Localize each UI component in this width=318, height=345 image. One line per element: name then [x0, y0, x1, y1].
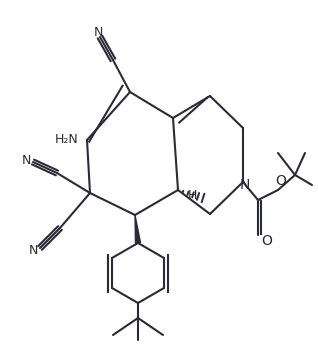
Text: N: N	[28, 245, 38, 257]
Text: H: H	[187, 188, 197, 201]
Text: H₂N: H₂N	[55, 132, 79, 146]
Text: N: N	[21, 154, 31, 167]
Text: O: O	[276, 174, 287, 188]
Text: O: O	[262, 234, 273, 248]
Polygon shape	[135, 215, 141, 243]
Text: N: N	[240, 178, 250, 192]
Text: N: N	[93, 26, 103, 39]
